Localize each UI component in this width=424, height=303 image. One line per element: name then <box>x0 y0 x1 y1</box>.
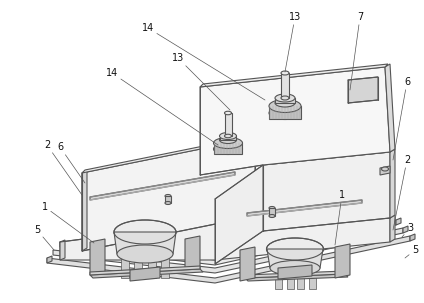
Polygon shape <box>224 113 232 136</box>
Polygon shape <box>220 136 236 140</box>
Ellipse shape <box>275 94 295 102</box>
Polygon shape <box>278 265 312 279</box>
Polygon shape <box>114 232 176 260</box>
Polygon shape <box>215 165 263 264</box>
Polygon shape <box>390 215 395 242</box>
Polygon shape <box>214 143 242 154</box>
Polygon shape <box>269 106 301 119</box>
Polygon shape <box>380 166 390 175</box>
Polygon shape <box>240 247 255 281</box>
Polygon shape <box>410 234 415 241</box>
Polygon shape <box>385 64 395 152</box>
Polygon shape <box>287 270 293 289</box>
Text: 13: 13 <box>172 53 230 110</box>
Text: 2: 2 <box>393 155 410 230</box>
Polygon shape <box>161 257 169 278</box>
Text: 6: 6 <box>57 142 85 183</box>
Polygon shape <box>403 226 408 233</box>
Polygon shape <box>90 266 200 275</box>
Ellipse shape <box>382 167 388 171</box>
Polygon shape <box>309 270 315 289</box>
Polygon shape <box>121 257 129 278</box>
Polygon shape <box>134 257 142 278</box>
Ellipse shape <box>269 215 275 218</box>
Text: 5: 5 <box>34 225 54 250</box>
Polygon shape <box>130 267 160 281</box>
Text: 6: 6 <box>393 77 410 160</box>
Ellipse shape <box>165 201 171 205</box>
Polygon shape <box>47 256 52 263</box>
Text: 5: 5 <box>405 245 418 258</box>
Ellipse shape <box>165 195 171 198</box>
Polygon shape <box>247 200 362 216</box>
Polygon shape <box>348 77 378 103</box>
Text: 2: 2 <box>44 140 82 195</box>
Ellipse shape <box>269 207 275 209</box>
Polygon shape <box>267 249 323 273</box>
Ellipse shape <box>220 136 237 144</box>
Polygon shape <box>82 135 258 173</box>
Polygon shape <box>90 269 203 278</box>
Polygon shape <box>281 73 289 98</box>
Ellipse shape <box>281 71 289 75</box>
Polygon shape <box>53 228 403 273</box>
Polygon shape <box>245 274 348 281</box>
Polygon shape <box>60 240 65 260</box>
Polygon shape <box>200 64 388 87</box>
Polygon shape <box>165 196 171 203</box>
Ellipse shape <box>214 144 243 155</box>
Ellipse shape <box>214 138 243 148</box>
Text: 7: 7 <box>350 12 363 90</box>
Polygon shape <box>47 236 410 283</box>
Polygon shape <box>82 138 255 251</box>
Text: 14: 14 <box>106 68 218 145</box>
Polygon shape <box>200 67 390 175</box>
Ellipse shape <box>267 238 324 260</box>
Polygon shape <box>90 239 105 275</box>
Ellipse shape <box>114 220 176 244</box>
Polygon shape <box>245 271 345 278</box>
Ellipse shape <box>269 106 301 119</box>
Text: 3: 3 <box>402 223 413 237</box>
Polygon shape <box>274 270 282 289</box>
Ellipse shape <box>224 111 232 115</box>
Ellipse shape <box>270 261 320 275</box>
Ellipse shape <box>281 96 289 100</box>
Polygon shape <box>60 220 396 265</box>
Polygon shape <box>90 172 235 200</box>
Ellipse shape <box>275 99 295 107</box>
Polygon shape <box>185 236 200 272</box>
Polygon shape <box>263 152 390 231</box>
Polygon shape <box>390 149 395 218</box>
Text: 1: 1 <box>335 190 345 245</box>
Text: 1: 1 <box>42 202 94 243</box>
Polygon shape <box>82 170 87 251</box>
Polygon shape <box>396 218 401 225</box>
Polygon shape <box>269 208 275 216</box>
Ellipse shape <box>224 134 232 138</box>
Ellipse shape <box>220 132 237 139</box>
Text: 14: 14 <box>142 23 265 100</box>
Text: 13: 13 <box>285 12 301 72</box>
Polygon shape <box>275 98 295 103</box>
Polygon shape <box>263 149 393 165</box>
Polygon shape <box>60 218 390 260</box>
Polygon shape <box>296 270 304 289</box>
Polygon shape <box>335 244 350 278</box>
Ellipse shape <box>269 99 301 112</box>
Ellipse shape <box>117 245 173 263</box>
Polygon shape <box>148 257 156 278</box>
